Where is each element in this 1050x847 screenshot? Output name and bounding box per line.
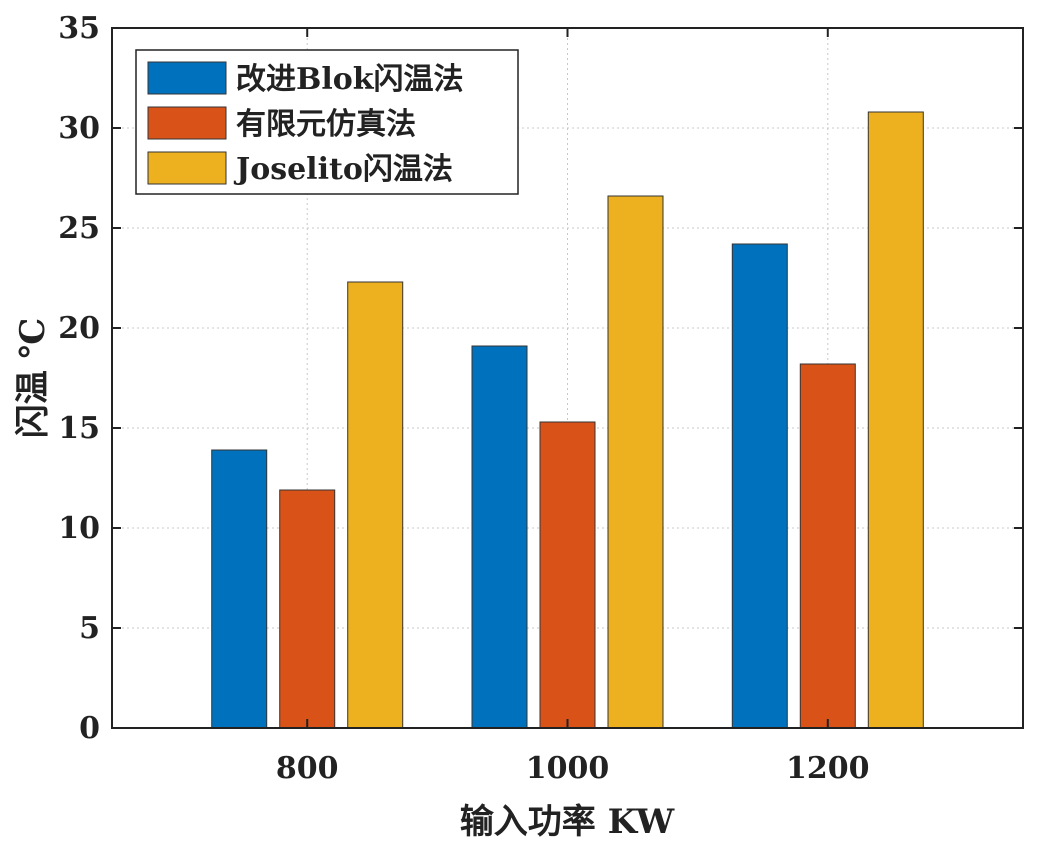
y-axis-ticks: 0 5 10 15 20 25 30 35 xyxy=(58,11,1023,746)
y-tick-label: 5 xyxy=(79,611,100,646)
legend-swatch xyxy=(147,151,227,185)
bar xyxy=(867,111,924,729)
legend-entry: Joselito闪温法 xyxy=(147,151,453,187)
bar xyxy=(347,281,404,729)
legend-label: Joselito闪温法 xyxy=(233,152,453,187)
legend-label: 有限元仿真法 xyxy=(236,107,416,142)
y-tick-label: 15 xyxy=(58,411,100,446)
x-axis-label: 输入功率 KW xyxy=(460,802,675,842)
legend: 改进Blok闪温法 有限元仿真法 Joselito闪温法 xyxy=(135,49,519,195)
legend-label: 改进Blok闪温法 xyxy=(236,62,464,97)
x-axis-ticks: 800 1000 1200 xyxy=(276,28,870,786)
x-tick-label: 1200 xyxy=(786,751,870,786)
y-tick-label: 20 xyxy=(58,311,100,346)
bar xyxy=(607,195,664,729)
x-tick-label: 1000 xyxy=(526,751,610,786)
x-tick-label: 800 xyxy=(276,751,339,786)
legend-swatch xyxy=(147,61,227,95)
y-tick-label: 10 xyxy=(58,511,100,546)
bars-group xyxy=(211,111,924,729)
bar xyxy=(539,421,596,729)
bar xyxy=(471,345,528,729)
y-tick-label: 30 xyxy=(58,111,100,146)
legend-entry: 有限元仿真法 xyxy=(147,106,416,142)
y-tick-label: 25 xyxy=(58,211,100,246)
y-axis-label: 闪温 ℃ xyxy=(13,318,53,439)
bar xyxy=(279,489,336,729)
y-tick-label: 0 xyxy=(79,711,100,746)
legend-entry: 改进Blok闪温法 xyxy=(147,61,464,97)
y-tick-label: 35 xyxy=(58,11,100,46)
bar xyxy=(799,363,856,729)
bar xyxy=(211,449,268,729)
legend-swatch xyxy=(147,106,227,140)
bar xyxy=(731,243,788,729)
